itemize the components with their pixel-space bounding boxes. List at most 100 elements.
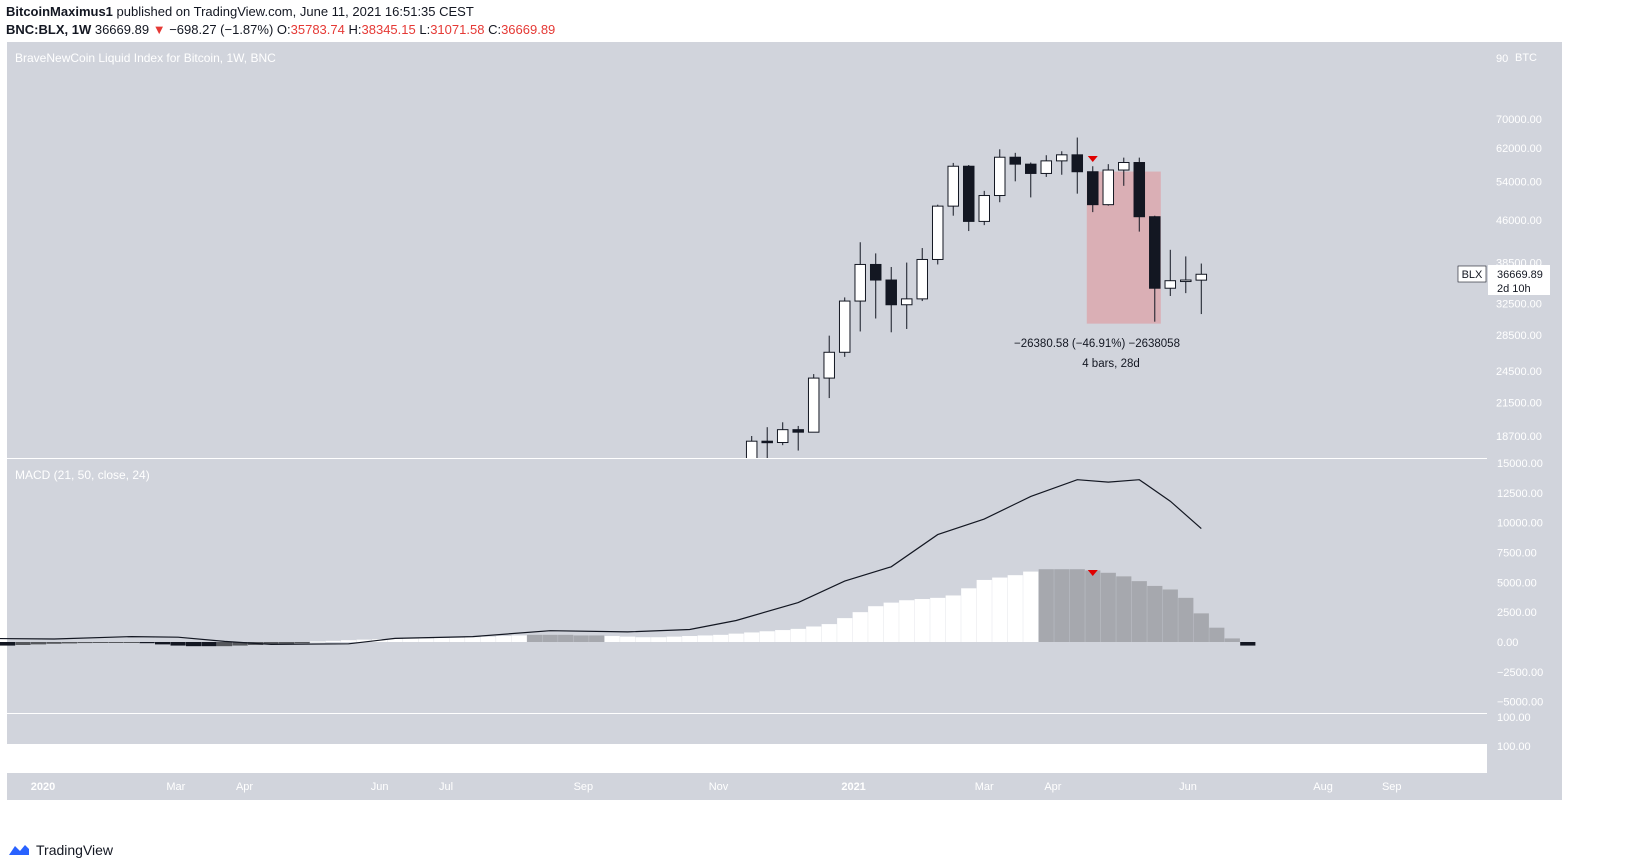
bullish-candle[interactable] xyxy=(776,429,789,444)
price-axis-top-label: 90 xyxy=(1496,53,1508,65)
bullish-candle[interactable] xyxy=(947,165,959,207)
bullish-candle[interactable] xyxy=(823,351,835,379)
bullish-candle[interactable] xyxy=(916,258,928,300)
high-value: 38345.15 xyxy=(361,22,416,37)
footer: TradingView xyxy=(8,842,113,858)
macd-histogram-bar xyxy=(387,639,403,642)
macd-signal-arrow-icon xyxy=(1087,570,1098,576)
macd-histogram-bar xyxy=(263,642,279,645)
macd-histogram-bar xyxy=(1162,589,1178,642)
author-name[interactable]: BitcoinMaximus1 xyxy=(6,4,113,19)
macd-histogram-bar xyxy=(914,599,930,642)
macd-histogram-bar xyxy=(15,642,31,645)
bearish-candle[interactable] xyxy=(962,165,975,222)
macd-histogram-bar xyxy=(185,642,202,647)
macd-histogram-bar xyxy=(604,636,620,642)
macd-line[interactable] xyxy=(0,479,1202,646)
macd-histogram-bar xyxy=(542,634,558,642)
price-axis-tick: 70000.00 xyxy=(1496,114,1542,126)
bullish-candle[interactable] xyxy=(994,156,1006,197)
macd-pane[interactable] xyxy=(7,459,1487,713)
bullish-candle[interactable] xyxy=(745,440,758,472)
measure-label-bars: 4 bars, 28d xyxy=(1082,358,1140,370)
bullish-candle[interactable] xyxy=(1102,169,1115,206)
macd-histogram-bar xyxy=(496,636,512,642)
macd-histogram-bar xyxy=(1023,571,1039,642)
bullish-candle[interactable] xyxy=(931,205,944,260)
tradingview-brand[interactable]: TradingView xyxy=(36,842,114,858)
macd-histogram-bar xyxy=(1054,569,1070,642)
macd-histogram-bar xyxy=(341,640,357,642)
price-axis-tick: 32500.00 xyxy=(1496,298,1542,310)
bullish-candle[interactable] xyxy=(900,298,913,306)
publish-info: BitcoinMaximus1 published on TradingView… xyxy=(6,4,474,19)
bearish-candle[interactable] xyxy=(1071,154,1084,173)
macd-histogram-bar xyxy=(480,636,496,642)
bullish-candle[interactable] xyxy=(1040,160,1053,174)
macd-histogram-bar xyxy=(232,642,248,646)
bullish-candle[interactable] xyxy=(854,263,866,302)
tradingview-logo-icon[interactable] xyxy=(8,843,30,857)
macd-axis-tick: 15000.00 xyxy=(1497,458,1543,470)
symbol-label[interactable]: BNC:BLX, 1W xyxy=(6,22,92,37)
macd-histogram-bar xyxy=(728,633,744,642)
macd-axis-tick: 7500.00 xyxy=(1497,548,1537,560)
macd-histogram-bar xyxy=(1131,581,1147,642)
low-label: L: xyxy=(419,22,431,37)
time-axis-label: Sep xyxy=(1382,781,1402,793)
macd-histogram-bar xyxy=(449,637,465,642)
time-axis-label: Mar xyxy=(166,781,185,793)
macd-histogram-bar xyxy=(620,636,636,642)
macd-axis-tick: 2500.00 xyxy=(1497,607,1537,619)
bullish-candle[interactable] xyxy=(1056,154,1068,162)
price-axis[interactable] xyxy=(1487,42,1562,800)
bullish-candle[interactable] xyxy=(838,300,851,353)
bearish-candle[interactable] xyxy=(1025,163,1037,174)
macd-histogram-bar xyxy=(139,642,155,644)
time-axis-label: Jul xyxy=(439,781,453,793)
macd-histogram-bar xyxy=(682,636,698,642)
lower-pane[interactable] xyxy=(7,714,1487,744)
macd-histogram-bar xyxy=(1224,638,1240,642)
macd-histogram-bar xyxy=(310,641,326,643)
bullish-candle[interactable] xyxy=(807,377,820,433)
lower-pane-tick: 100.00 xyxy=(1497,712,1531,724)
bearish-candle[interactable] xyxy=(1087,171,1099,206)
measure-rectangle[interactable] xyxy=(1086,171,1161,324)
bearish-candle[interactable] xyxy=(792,429,804,433)
bearish-candle[interactable] xyxy=(885,279,897,306)
bearish-candle[interactable] xyxy=(761,440,773,444)
axes: 18700.00 21500.00 24500.00 28500.00 32500.00… xyxy=(31,114,1543,793)
last-price-tag: 36669.89 xyxy=(1497,269,1543,281)
bearish-candle[interactable] xyxy=(1009,156,1022,165)
macd-axis-tick: 10000.00 xyxy=(1497,518,1543,530)
time-axis-label: Jun xyxy=(371,781,389,793)
price-axis-tick: 28500.00 xyxy=(1496,330,1542,342)
bullish-candle[interactable] xyxy=(1164,280,1177,289)
macd-histogram-bar xyxy=(201,642,217,647)
macd-histogram-bar xyxy=(635,637,651,642)
price-axis-tick: 62000.00 xyxy=(1496,143,1542,155)
bullish-candle[interactable] xyxy=(1180,279,1192,283)
time-axis-label: Apr xyxy=(1044,781,1061,793)
bearish-candle[interactable] xyxy=(1149,216,1161,289)
macd-histogram-bar xyxy=(1240,642,1256,646)
bullish-candle[interactable] xyxy=(1118,162,1130,171)
macd-axis-tick: 5000.00 xyxy=(1497,577,1537,589)
time-axis[interactable] xyxy=(7,773,1487,800)
time-axis-label: Aug xyxy=(1313,781,1333,793)
bullish-candle[interactable] xyxy=(1195,273,1208,281)
price-pane[interactable] xyxy=(7,42,1487,458)
bearish-candle[interactable] xyxy=(869,263,882,281)
macd-histogram-bar xyxy=(930,597,946,642)
macd-histogram-bar xyxy=(1209,627,1225,642)
macd-histogram-bar xyxy=(46,642,62,644)
macd-histogram-bar xyxy=(1085,570,1101,642)
macd-histogram-bar xyxy=(30,642,47,645)
bullish-candle[interactable] xyxy=(978,195,990,222)
macd-histogram-bar xyxy=(821,624,837,642)
lower-pane-tick: 100.00 xyxy=(1497,741,1531,753)
bearish-candle[interactable] xyxy=(1133,162,1146,218)
macd-histogram-bar xyxy=(77,642,93,644)
